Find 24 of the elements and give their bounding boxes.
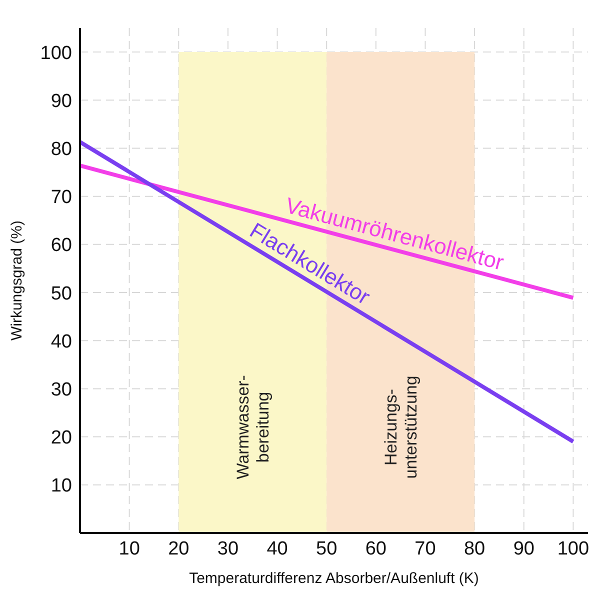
y-tick-label: 10 [50, 476, 72, 497]
x-tick-label: 100 [557, 538, 590, 560]
x-tick-label: 70 [414, 538, 436, 560]
x-tick-label: 10 [118, 538, 140, 560]
y-tick-label: 20 [50, 428, 72, 449]
y-tick-label: 50 [50, 283, 72, 304]
y-tick-label: 30 [50, 379, 72, 400]
x-tick-label: 30 [217, 538, 239, 560]
band-label: Heizungs- unterstützung [382, 376, 421, 479]
x-tick-label: 50 [316, 538, 338, 560]
y-tick-label: 40 [50, 331, 72, 352]
x-tick-label: 60 [365, 538, 386, 560]
y-axis-title: Wirkungsgrad (%) [8, 220, 26, 341]
y-tick-label: 70 [50, 187, 72, 208]
x-tick-label: 20 [168, 538, 190, 560]
x-tick-label: 40 [266, 538, 288, 560]
y-tick-label: 90 [50, 90, 72, 112]
y-tick-label: 80 [50, 138, 72, 160]
y-tick-label: 100 [40, 42, 72, 64]
x-tick-label: 80 [464, 538, 486, 560]
band-label: Warmwasser- bereitung [234, 375, 273, 480]
y-tick-label: 60 [50, 235, 72, 256]
x-tick-label: 90 [513, 538, 534, 560]
x-axis-title: Temperaturdifferenz Absorber/Außenluft (K) [189, 570, 479, 587]
